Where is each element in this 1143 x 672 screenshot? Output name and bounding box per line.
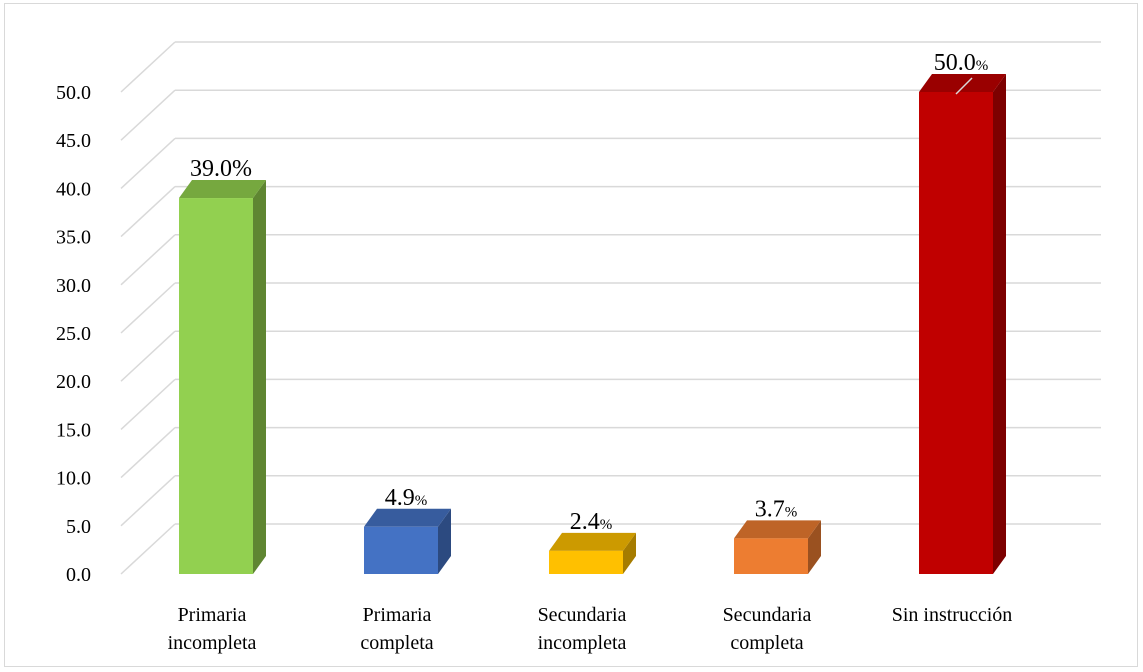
data-label-unit: %: [976, 58, 989, 74]
gridline-depth: [120, 282, 176, 334]
bar-top: [179, 180, 266, 199]
gridline-depth: [120, 234, 176, 286]
y-tick-label: 45.0: [56, 130, 91, 152]
x-tick-label: completa: [360, 632, 433, 654]
data-label-value: 3.7: [755, 496, 785, 522]
x-tick-label: Primaria: [363, 604, 432, 626]
gridline-depth: [120, 89, 176, 141]
bar-side: [993, 74, 1006, 574]
bar-side: [623, 532, 636, 574]
y-tick-label: 50.0: [56, 82, 91, 104]
gridline-depth: [120, 41, 176, 93]
data-label: 39.0%: [190, 156, 252, 182]
data-label-unit: %: [232, 156, 252, 182]
chart-frame: 0.0 5.0 10.0 15.0 20.0 25.0 30.0 35.0 40.0 45.0 50…: [4, 3, 1138, 667]
bar-chart: 0.0 5.0 10.0 15.0 20.0 25.0 30.0 35.0 40.0 45.0 50…: [56, 41, 1101, 654]
data-label: 3.7%: [755, 496, 798, 522]
bar: [364, 526, 438, 574]
bar-top: [734, 520, 821, 539]
data-label: 50.0%: [934, 50, 989, 76]
gridline-depth: [120, 186, 176, 238]
bar: [549, 550, 623, 574]
bar: [179, 198, 253, 575]
bar-side: [808, 520, 821, 574]
y-tick-label: 15.0: [56, 419, 91, 441]
y-tick-label: 0.0: [66, 564, 91, 586]
x-tick-label: Primaria: [178, 604, 247, 626]
x-tick-label: incompleta: [168, 632, 257, 654]
y-tick-label: 30.0: [56, 275, 91, 297]
gridline-depth: [120, 475, 176, 527]
data-label-unit: %: [785, 504, 798, 520]
bar-top: [919, 74, 1006, 92]
data-label-value: 50.0: [934, 50, 976, 76]
leader-line: [955, 77, 973, 95]
data-label-unit: %: [415, 493, 428, 509]
x-tick-label: completa: [730, 632, 803, 654]
bar-side: [253, 180, 266, 575]
gridline-depth: [120, 330, 176, 382]
data-label-value: 4.9: [385, 485, 415, 511]
data-label: 2.4%: [570, 509, 613, 535]
bar-top: [364, 508, 451, 527]
gridline-depth: [120, 523, 176, 575]
x-tick-label: Secundaria: [538, 604, 627, 626]
y-tick-label: 35.0: [56, 227, 91, 249]
y-tick-label: 25.0: [56, 323, 91, 345]
gridline-depth: [120, 427, 176, 479]
gridline-depth: [120, 137, 176, 189]
data-label-unit: %: [600, 517, 613, 533]
y-tick-label: 5.0: [66, 516, 91, 538]
data-label-value: 39.0: [190, 156, 232, 182]
x-tick-label: Sin instrucción: [892, 604, 1013, 626]
bar-top: [549, 532, 636, 551]
gridline-depth: [120, 378, 176, 430]
x-tick-label: Secundaria: [723, 604, 812, 626]
bar-side: [438, 508, 451, 574]
bar: [734, 538, 808, 574]
data-label: 4.9%: [385, 485, 428, 511]
x-tick-label: incompleta: [538, 632, 627, 654]
y-tick-label: 40.0: [56, 178, 91, 200]
y-tick-label: 20.0: [56, 371, 91, 393]
data-label-value: 2.4: [570, 509, 600, 535]
bar: [919, 92, 993, 574]
y-tick-label: 10.0: [56, 468, 91, 490]
